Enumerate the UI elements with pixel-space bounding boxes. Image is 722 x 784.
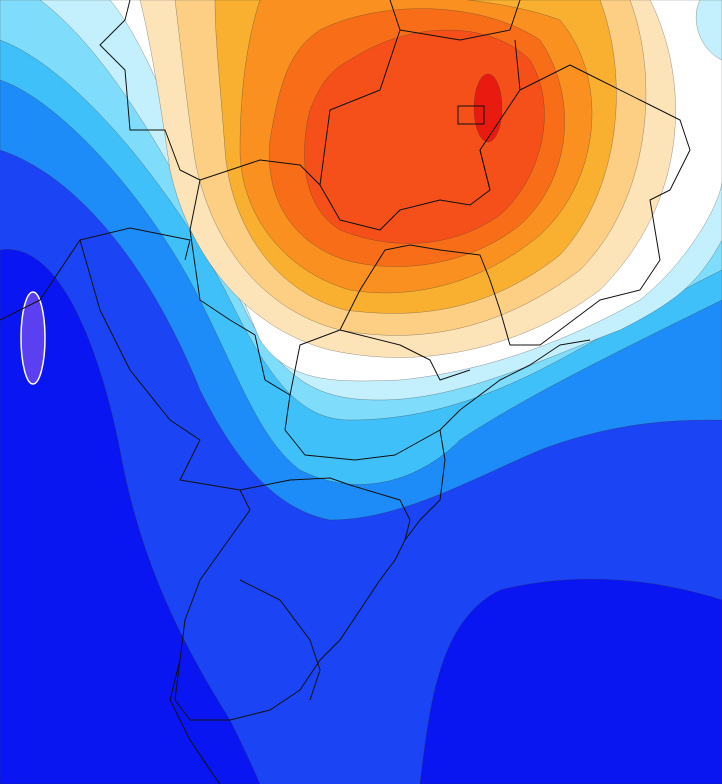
border-line: [319, 0, 521, 191]
cold-core: [20, 291, 46, 385]
border-line: [284, 339, 591, 461]
warm-core: [473, 73, 503, 143]
border-line: [199, 64, 691, 346]
deep-cold-zone: [419, 578, 722, 784]
borders: [0, 0, 691, 784]
border-line: [457, 105, 485, 125]
border-line: [99, 0, 471, 396]
border-line: [169, 579, 321, 784]
deep-cold-zone: [0, 249, 261, 784]
border-line: [174, 429, 446, 721]
